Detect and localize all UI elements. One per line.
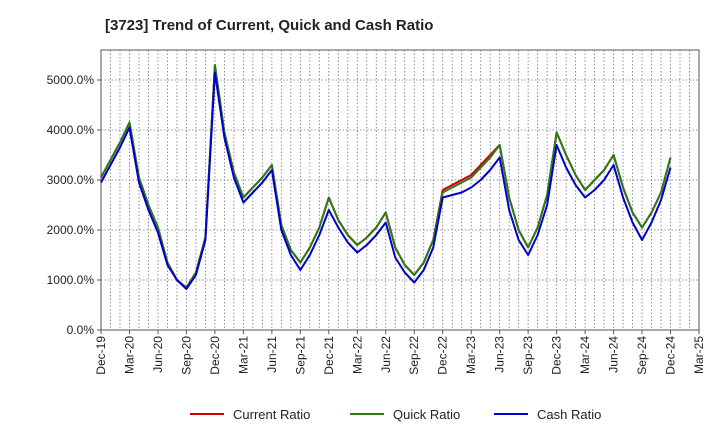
cash-ratio-line	[100, 71, 672, 290]
y-tick-label: 1000.0%	[47, 273, 95, 287]
x-tick-label: Mar-21	[236, 336, 250, 374]
legend: Current Ratio Quick Ratio Cash Ratio	[190, 407, 601, 422]
x-tick-label: Sep-21	[293, 336, 307, 375]
x-tick-label: Sep-20	[179, 336, 193, 375]
plot-area	[100, 49, 700, 331]
x-tick-label: Dec-21	[322, 336, 336, 375]
x-tick-label: Dec-24	[664, 336, 678, 375]
x-tick-label: Mar-23	[464, 336, 478, 374]
legend-label-current-ratio: Current Ratio	[233, 407, 310, 422]
x-tick-label: Dec-23	[550, 336, 564, 375]
x-tick-label: Jun-23	[493, 336, 507, 373]
chart-title: [3723] Trend of Current, Quick and Cash …	[105, 17, 433, 34]
x-axis-ticks: Dec-19 Mar-20 Jun-20 Sep-20 Dec-20 Mar-21 Jun-…	[94, 330, 706, 375]
y-tick-label: 2000.0%	[47, 223, 95, 237]
y-tick-label: 4000.0%	[47, 123, 95, 137]
y-tick-label: 3000.0%	[47, 173, 95, 187]
y-tick-label: 5000.0%	[47, 73, 95, 87]
x-tick-label: Mar-20	[122, 336, 136, 374]
x-tick-label: Jun-22	[379, 336, 393, 373]
x-tick-label: Mar-25	[692, 336, 706, 374]
x-tick-label: Sep-23	[521, 336, 535, 375]
x-tick-label: Jun-20	[151, 336, 165, 373]
y-axis-ticks: 0.0% 1000.0% 2000.0% 3000.0% 4000.0% 5000.0%	[47, 73, 101, 337]
series-lines	[100, 64, 672, 290]
y-tick-label: 0.0%	[67, 323, 95, 337]
legend-label-cash-ratio: Cash Ratio	[537, 407, 601, 422]
x-tick-label: Dec-20	[208, 336, 222, 375]
x-tick-label: Jun-21	[265, 336, 279, 373]
x-tick-label: Dec-22	[436, 336, 450, 375]
legend-label-quick-ratio: Quick Ratio	[393, 407, 460, 422]
gridlines	[101, 50, 699, 330]
x-tick-label: Sep-24	[635, 336, 649, 375]
plot-frame	[100, 49, 700, 331]
x-tick-label: Mar-24	[578, 336, 592, 374]
x-tick-label: Sep-22	[407, 336, 421, 375]
x-tick-label: Jun-24	[607, 336, 621, 373]
x-tick-label: Mar-22	[350, 336, 364, 374]
x-tick-label: Dec-19	[94, 336, 108, 375]
